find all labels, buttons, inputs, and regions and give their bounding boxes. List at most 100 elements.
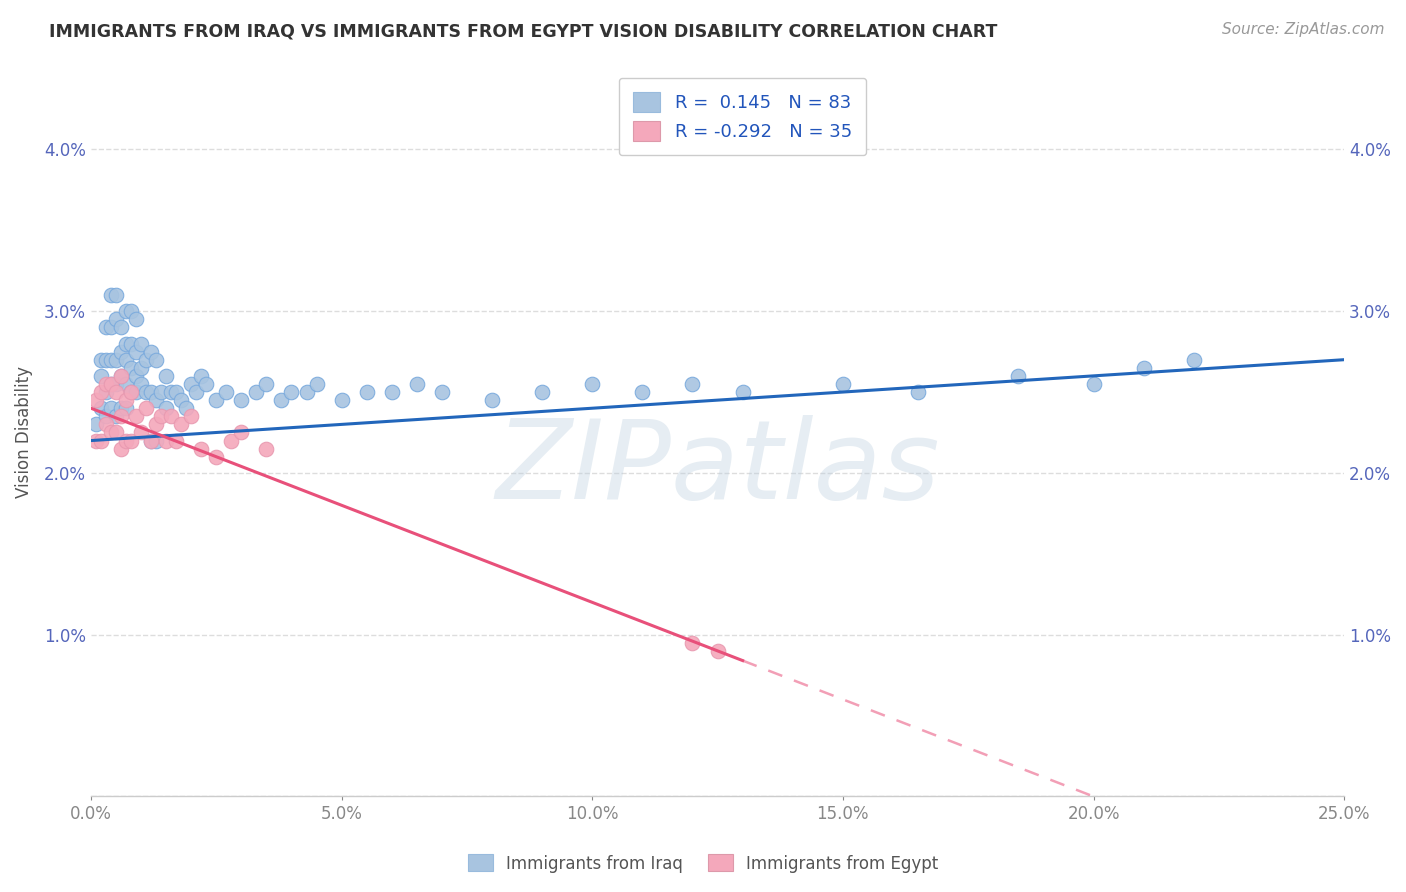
Point	[115, 393, 138, 408]
Point	[1182, 352, 1205, 367]
Point	[731, 385, 754, 400]
Point	[129, 360, 152, 375]
Point	[231, 425, 253, 440]
Point	[115, 376, 138, 391]
Point	[1132, 360, 1154, 375]
Point	[531, 385, 554, 400]
Point	[125, 409, 148, 424]
Point	[110, 344, 132, 359]
Point	[831, 376, 853, 391]
Point	[145, 417, 167, 432]
Point	[631, 385, 654, 400]
Point	[105, 425, 128, 440]
Point	[115, 401, 138, 416]
Point	[110, 368, 132, 383]
Point	[135, 352, 157, 367]
Point	[120, 304, 142, 318]
Text: Source: ZipAtlas.com: Source: ZipAtlas.com	[1222, 22, 1385, 37]
Point	[405, 376, 427, 391]
Point	[215, 385, 238, 400]
Point	[170, 393, 193, 408]
Point	[135, 385, 157, 400]
Point	[100, 425, 122, 440]
Point	[155, 368, 177, 383]
Point	[105, 312, 128, 326]
Point	[100, 376, 122, 391]
Point	[270, 393, 292, 408]
Text: IMMIGRANTS FROM IRAQ VS IMMIGRANTS FROM EGYPT VISION DISABILITY CORRELATION CHAR: IMMIGRANTS FROM IRAQ VS IMMIGRANTS FROM …	[49, 22, 998, 40]
Point	[129, 376, 152, 391]
Point	[110, 401, 132, 416]
Point	[100, 401, 122, 416]
Legend: R =  0.145   N = 83, R = -0.292   N = 35: R = 0.145 N = 83, R = -0.292 N = 35	[619, 78, 866, 155]
Point	[94, 376, 117, 391]
Point	[145, 352, 167, 367]
Point	[120, 385, 142, 400]
Point	[110, 442, 132, 456]
Point	[129, 336, 152, 351]
Point	[84, 417, 107, 432]
Point	[1083, 376, 1105, 391]
Point	[94, 352, 117, 367]
Point	[155, 434, 177, 448]
Point	[330, 393, 353, 408]
Point	[682, 376, 704, 391]
Point	[125, 385, 148, 400]
Point	[110, 320, 132, 334]
Y-axis label: Vision Disability: Vision Disability	[15, 367, 32, 499]
Legend: Immigrants from Iraq, Immigrants from Egypt: Immigrants from Iraq, Immigrants from Eg…	[461, 847, 945, 880]
Point	[305, 376, 328, 391]
Point	[205, 450, 228, 464]
Point	[295, 385, 318, 400]
Point	[115, 336, 138, 351]
Point	[180, 409, 202, 424]
Point	[120, 434, 142, 448]
Point	[174, 401, 197, 416]
Point	[170, 417, 193, 432]
Point	[706, 644, 728, 658]
Point	[90, 352, 112, 367]
Point	[581, 376, 603, 391]
Text: ZIPatlas: ZIPatlas	[495, 416, 939, 523]
Point	[100, 352, 122, 367]
Point	[150, 409, 173, 424]
Point	[125, 344, 148, 359]
Point	[245, 385, 267, 400]
Point	[165, 385, 187, 400]
Point	[186, 385, 208, 400]
Point	[115, 434, 138, 448]
Point	[356, 385, 378, 400]
Point	[120, 336, 142, 351]
Point	[129, 425, 152, 440]
Point	[90, 434, 112, 448]
Point	[100, 320, 122, 334]
Point	[205, 393, 228, 408]
Point	[105, 352, 128, 367]
Point	[139, 434, 162, 448]
Point	[105, 288, 128, 302]
Point	[254, 442, 277, 456]
Point	[135, 401, 157, 416]
Point	[110, 368, 132, 383]
Point	[145, 393, 167, 408]
Point	[190, 442, 212, 456]
Point	[110, 409, 132, 424]
Point	[1007, 368, 1029, 383]
Point	[120, 360, 142, 375]
Point	[907, 385, 929, 400]
Point	[155, 401, 177, 416]
Point	[105, 385, 128, 400]
Point	[160, 385, 183, 400]
Point	[115, 304, 138, 318]
Point	[221, 434, 243, 448]
Point	[150, 385, 173, 400]
Point	[105, 409, 128, 424]
Point	[280, 385, 302, 400]
Point	[139, 434, 162, 448]
Point	[100, 288, 122, 302]
Point	[105, 376, 128, 391]
Point	[94, 409, 117, 424]
Point	[139, 344, 162, 359]
Point	[254, 376, 277, 391]
Point	[84, 434, 107, 448]
